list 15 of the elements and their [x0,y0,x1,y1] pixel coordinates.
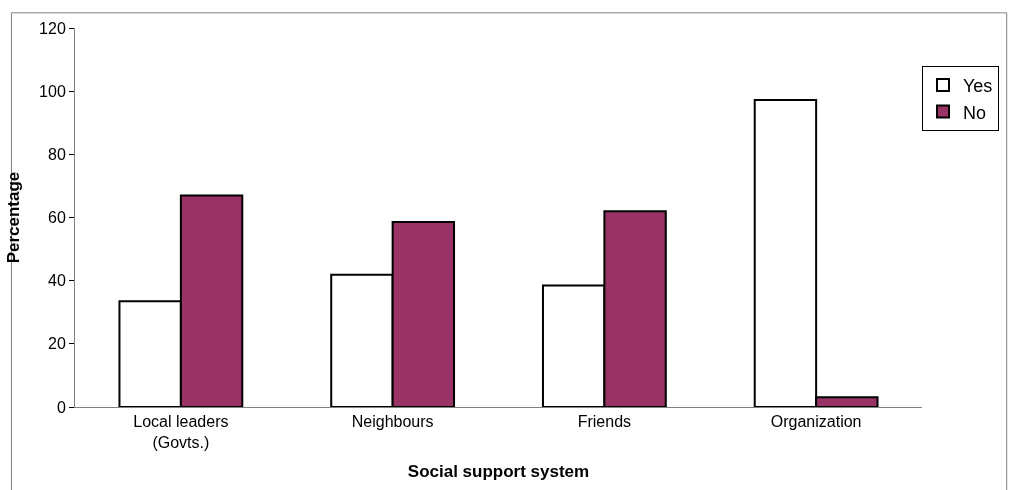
y-tick-label: 100 [39,82,66,100]
x-tick-label: Local leaders (Govts.) [133,413,229,451]
y-tick-label: 60 [48,209,66,227]
x-tick-label: Neighbours [351,413,434,431]
legend-label: Yes [963,76,993,97]
y-tick-label: 20 [48,335,66,353]
x-axis-title: Social support system [407,462,590,482]
y-tick-label: 80 [48,145,66,163]
y-tick-label: 0 [56,398,66,416]
y-tick-label: 40 [48,272,66,290]
legend-label: No [963,102,987,123]
x-tick-label: Friends [577,413,632,431]
x-tick-label: Organization [770,413,862,431]
y-axis-title: Percentage [3,171,23,264]
y-tick-label: 120 [39,19,66,37]
